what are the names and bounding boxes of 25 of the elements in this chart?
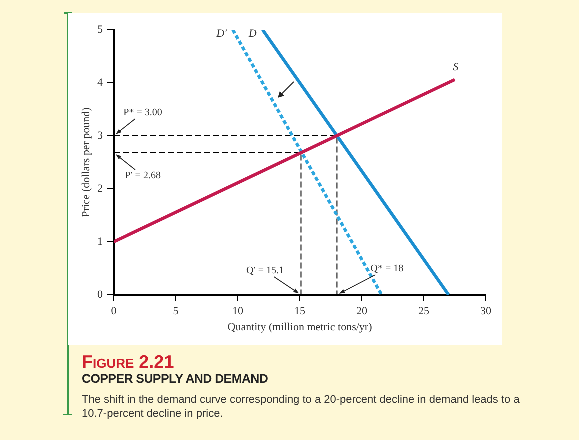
series-label: S [453, 62, 460, 74]
x-tick-label: 10 [232, 305, 244, 318]
y-tick-label: 1 [98, 236, 103, 248]
annotation: P* = 3.00 [124, 108, 162, 119]
y-axis-title: Price (dollars per pound) [80, 107, 92, 218]
x-tick-label: 30 [480, 305, 492, 318]
y-tick-label: 0 [98, 288, 104, 301]
y-tick-label: 2 [98, 182, 103, 195]
x-tick-label: 20 [356, 305, 368, 318]
x-tick-label: 25 [418, 305, 430, 318]
series-label: D′ [216, 28, 228, 40]
text: COPPER SUPPLY AND DEMAND [82, 372, 270, 387]
x-tick-label: 5 [173, 305, 180, 318]
y-tick-label: 4 [98, 76, 104, 89]
text: The shift in the demand curve corresponding to a 20-percent decline in demand leads to a 10.7-percent decline in price. [82, 393, 521, 421]
y-tick-label: 3 [98, 130, 104, 142]
x-tick-label: 15 [294, 305, 306, 318]
annotation: Q* = 18 [370, 264, 404, 275]
annotation: Q′ = 15.1 [246, 266, 284, 277]
series-label: D [248, 28, 257, 40]
y-tick-label: 5 [98, 24, 104, 36]
text: Figure 2.21 [82, 352, 176, 372]
annotation: P′ = 2.68 [125, 170, 161, 182]
x-tick-label: 0 [111, 305, 118, 318]
x-axis-title: Quantity (million metric tons/yr) [228, 321, 373, 334]
